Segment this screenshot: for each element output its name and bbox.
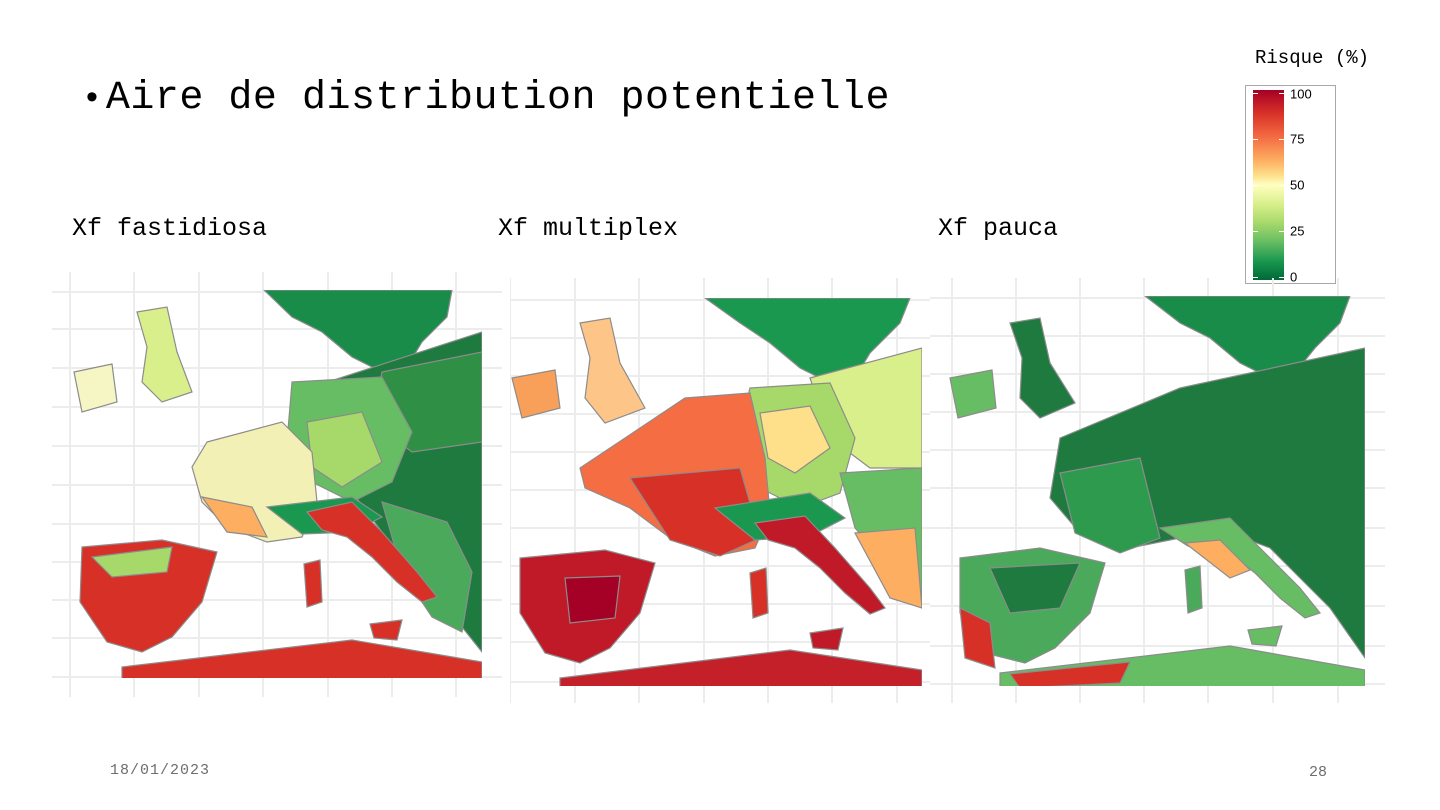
map-label-pauca: Xf pauca <box>938 214 1059 243</box>
legend-label-25: 25 <box>1290 223 1305 239</box>
bullet-icon: • <box>86 78 98 116</box>
map-label-multiplex: Xf multiplex <box>498 214 679 243</box>
legend-label-50: 50 <box>1290 177 1305 193</box>
map-fastidiosa <box>52 272 502 697</box>
risk-legend: 100 75 50 25 0 <box>1245 85 1336 285</box>
legend-colorbar <box>1253 90 1284 280</box>
legend-label-75: 75 <box>1290 131 1305 147</box>
slide-title: Aire de distribution potentielle <box>105 76 891 121</box>
legend-label-0: 0 <box>1290 269 1298 285</box>
legend-title: Risque (%) <box>1255 47 1370 69</box>
map-label-fastidiosa: Xf fastidiosa <box>72 214 268 243</box>
slide-bullet: • Aire de distribution potentielle <box>86 76 890 121</box>
legend-label-100: 100 <box>1290 86 1312 102</box>
footer-date: 18/01/2023 <box>110 762 211 779</box>
page-number: 28 <box>1309 764 1328 781</box>
map-multiplex <box>510 278 930 703</box>
map-pauca <box>930 278 1385 703</box>
